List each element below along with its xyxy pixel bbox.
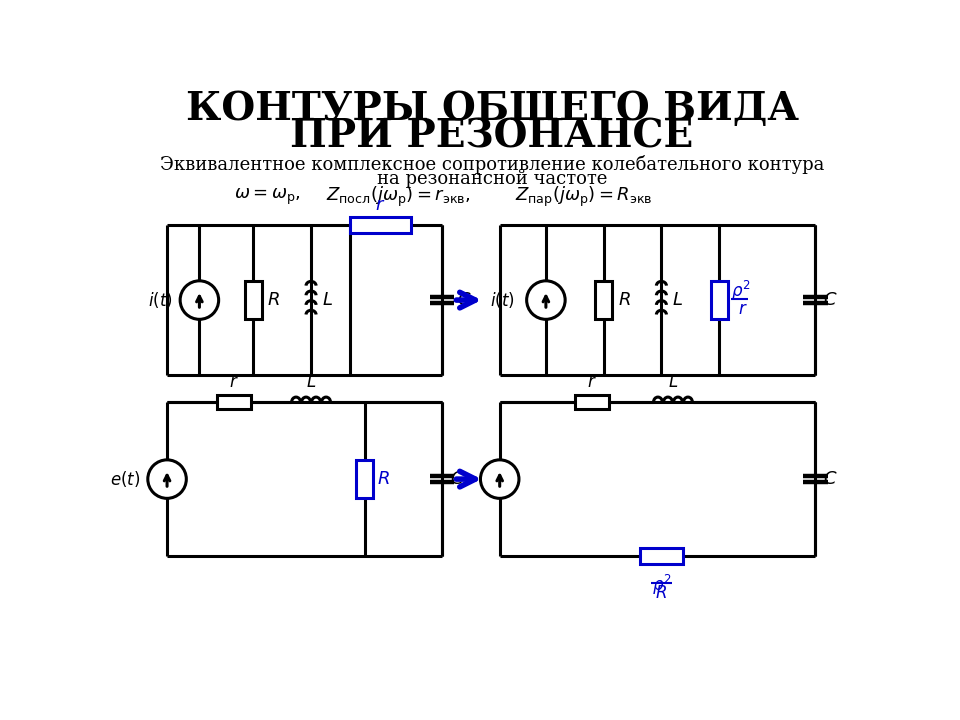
Bar: [595, 281, 612, 320]
Text: $e(t)$: $e(t)$: [109, 469, 140, 489]
Circle shape: [480, 460, 519, 498]
Text: $Z_{\rm пар}( j\omega_{\rm p} ) = R_{\rm экв}$: $Z_{\rm пар}( j\omega_{\rm p} ) = R_{\rm…: [516, 184, 653, 209]
Bar: [639, 549, 683, 564]
Text: Эквивалентное комплексное сопротивление колебательного контура: Эквивалентное комплексное сопротивление …: [159, 156, 825, 174]
Bar: [245, 281, 262, 320]
Text: $R$: $R$: [267, 291, 280, 309]
Text: $r$: $r$: [737, 301, 747, 318]
Text: $\rho^2$: $\rho^2$: [652, 573, 671, 597]
Text: $R$: $R$: [617, 291, 631, 309]
Text: $C$: $C$: [823, 470, 838, 488]
Text: $r$: $r$: [229, 374, 239, 391]
Bar: [710, 281, 728, 320]
Text: $R$: $R$: [656, 585, 667, 603]
Text: $L$: $L$: [668, 374, 678, 391]
Circle shape: [148, 460, 186, 498]
Text: $C$: $C$: [823, 291, 838, 309]
Bar: [575, 395, 609, 409]
Bar: [349, 217, 411, 233]
Text: $C$: $C$: [449, 470, 465, 488]
Text: $\omega = \omega_{\rm p},$: $\omega = \omega_{\rm p},$: [234, 186, 300, 207]
Bar: [356, 460, 373, 498]
Text: $L$: $L$: [306, 374, 316, 391]
Bar: [217, 395, 251, 409]
Text: $i(t)$: $i(t)$: [148, 290, 173, 310]
Circle shape: [527, 281, 565, 320]
Text: $C$: $C$: [457, 291, 472, 309]
Text: $\rho^2$: $\rho^2$: [732, 279, 751, 303]
Text: $i(t)$: $i(t)$: [491, 290, 516, 310]
Text: $L$: $L$: [322, 291, 333, 309]
Text: $R$: $R$: [377, 470, 390, 488]
Text: $L$: $L$: [672, 291, 684, 309]
Text: $e(t)$: $e(t)$: [491, 469, 520, 489]
Text: $r$: $r$: [375, 197, 386, 215]
Text: $r$: $r$: [588, 374, 597, 391]
Text: ПРИ РЕЗОНАНСЕ: ПРИ РЕЗОНАНСЕ: [290, 117, 694, 156]
Text: КОНТУРЫ ОБЩЕГО ВИДА: КОНТУРЫ ОБЩЕГО ВИДА: [185, 91, 799, 128]
Circle shape: [180, 281, 219, 320]
Text: $Z_{\rm посл}( j\omega_{\rm p} ) = r_{\rm экв},$: $Z_{\rm посл}( j\omega_{\rm p} ) = r_{\r…: [326, 184, 471, 209]
Text: на резонансной частоте: на резонансной частоте: [377, 170, 607, 188]
